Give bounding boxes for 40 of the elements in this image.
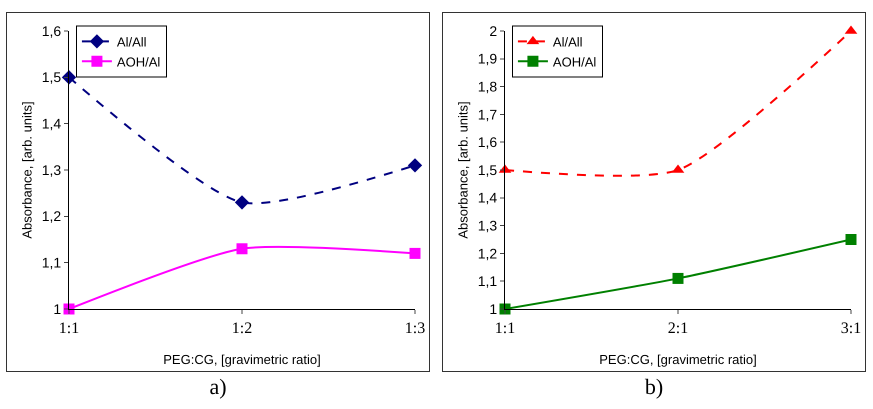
- y-tick-label: 1,7: [478, 106, 498, 122]
- y-tick-label: 1,2: [42, 208, 62, 224]
- legend-label: AOH/Al: [116, 54, 160, 70]
- legend-label: AOH/Al: [552, 54, 596, 70]
- y-tick-label: 1,3: [478, 218, 498, 234]
- legend-label: Al/All: [116, 34, 147, 50]
- point: [410, 248, 420, 259]
- text: b): [644, 374, 664, 400]
- point: [234, 195, 250, 210]
- y-axis-title: Absorbance, [arb. units]: [20, 101, 35, 239]
- point: [672, 272, 684, 284]
- point: [846, 234, 856, 245]
- legend-label: Al/All: [552, 34, 583, 50]
- x-axis-title: PEG:CG, [gravimetric ratio]: [163, 352, 321, 367]
- x-tick-label: 2:1: [668, 320, 688, 338]
- x-tick-label: 1:3: [404, 320, 426, 338]
- y-tick-label: 1: [489, 300, 498, 317]
- point: [236, 243, 248, 254]
- y-axis-title: Absorbance, [arb. units]: [456, 101, 471, 239]
- y-tick-label: 1,1: [42, 254, 62, 271]
- x-tick-label: 3:1: [840, 320, 862, 338]
- y-tick-label: 1,4: [42, 116, 62, 132]
- y-tick-label: 1,1: [478, 273, 498, 290]
- y-tick-label: 1,3: [42, 162, 62, 178]
- y-tick-label: 1,6: [42, 22, 62, 39]
- y-tick-label: 2: [489, 22, 498, 39]
- y-tick-label: 1: [53, 300, 62, 317]
- y-tick-label: 1,2: [478, 245, 498, 262]
- y-tick-label: 1,5: [42, 69, 62, 86]
- x-tick-label: 1:1: [494, 320, 516, 338]
- y-tick-label: 1,8: [478, 78, 498, 94]
- y-tick-label: 1,9: [478, 50, 498, 67]
- y-tick-label: 1,4: [478, 190, 498, 206]
- x-tick-label: 1:1: [58, 320, 80, 338]
- x-tick-label: 1:2: [232, 320, 252, 338]
- point: [408, 158, 422, 173]
- y-tick-label: 1,5: [478, 162, 498, 178]
- text: a): [208, 374, 228, 400]
- y-tick-label: 1,6: [478, 134, 498, 150]
- x-axis-title: PEG:CG, [gravimetric ratio]: [599, 352, 757, 367]
